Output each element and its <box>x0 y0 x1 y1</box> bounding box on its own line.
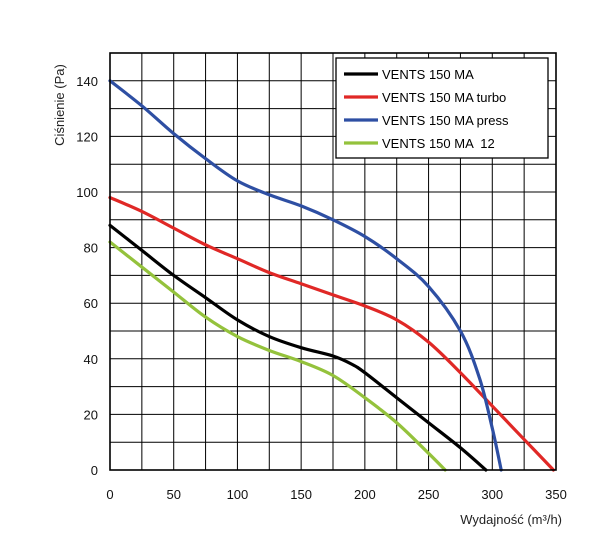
x-tick-label: 150 <box>290 487 312 502</box>
x-tick-labels: 0 50 100 150 200 250 300 350 <box>106 487 566 502</box>
x-tick-label: 300 <box>481 487 503 502</box>
x-tick-label: 350 <box>545 487 567 502</box>
y-axis-label: Ciśnienie (Pa) <box>52 64 67 146</box>
legend-label: VENTS 150 MA <box>382 67 474 82</box>
plot-frame <box>109 52 557 471</box>
y-tick-labels: 0 20 40 60 80 100 120 140 <box>76 74 98 478</box>
series-line-2 <box>108 195 556 472</box>
x-tick-label: 100 <box>227 487 249 502</box>
x-tick-label: 50 <box>166 487 180 502</box>
x-axis-label: Wydajność (m³/h) <box>460 512 562 527</box>
series-line-3 <box>108 79 503 472</box>
y-tick-label: 0 <box>91 463 98 478</box>
series-line-1 <box>108 223 488 472</box>
series-line-4 <box>108 240 447 472</box>
legend-label: VENTS 150 MA turbo <box>382 90 506 105</box>
x-tick-label: 0 <box>106 487 113 502</box>
y-tick-label: 140 <box>76 74 98 89</box>
x-tick-label: 250 <box>418 487 440 502</box>
y-tick-label: 80 <box>84 241 98 256</box>
legend: VENTS 150 MA VENTS 150 MA turbo VENTS 150 … <box>335 57 549 159</box>
legend-label: VENTS 150 MA press <box>382 113 509 128</box>
y-tick-label: 120 <box>76 129 98 144</box>
y-tick-label: 20 <box>84 407 98 422</box>
series-lines <box>108 79 556 472</box>
y-tick-label: 60 <box>84 296 98 311</box>
legend-label: VENTS 150 MA 12 <box>382 136 495 151</box>
y-tick-label: 40 <box>84 352 98 367</box>
y-tick-label: 100 <box>76 185 98 200</box>
x-tick-label: 200 <box>354 487 376 502</box>
